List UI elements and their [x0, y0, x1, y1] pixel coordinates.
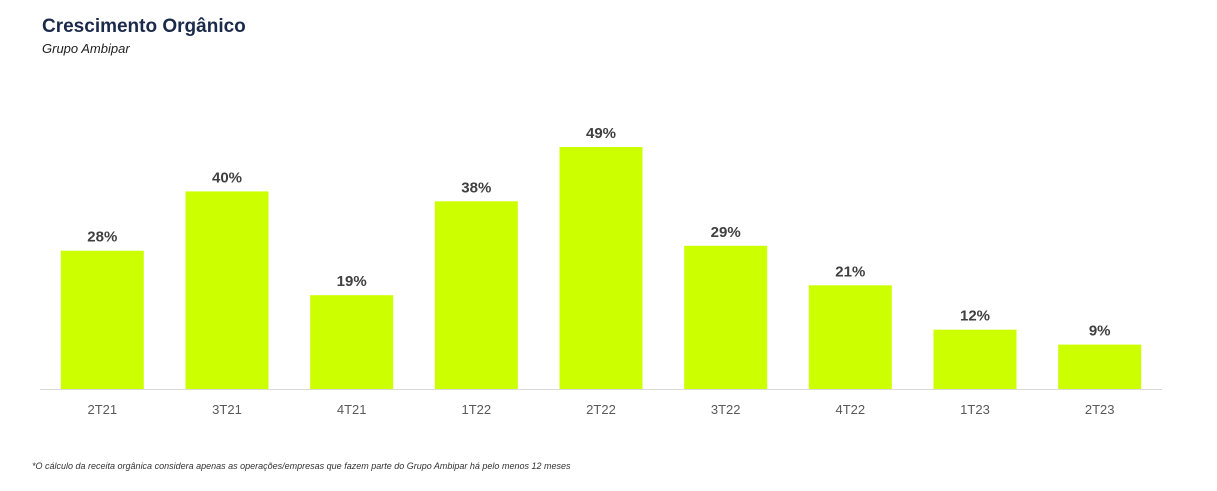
x-tick-label-4T22: 4T22 — [835, 402, 865, 417]
x-tick-label-2T21: 2T21 — [87, 402, 117, 417]
bar-2T21 — [60, 250, 144, 389]
bar-1T23 — [933, 329, 1017, 389]
bar-4T21 — [310, 295, 394, 389]
bar-3T22 — [684, 245, 768, 389]
x-tick-label-4T21: 4T21 — [337, 402, 367, 417]
data-label-4T21: 19% — [337, 273, 367, 290]
data-label-1T22: 38% — [461, 179, 491, 196]
data-label-2T22: 49% — [586, 125, 616, 142]
x-tick-label-1T23: 1T23 — [960, 402, 990, 417]
x-tick-label-2T23: 2T23 — [1085, 402, 1115, 417]
bar-chart: 28% 2T21 40% 3T21 19% 4T21 38% 1T22 49% 2T22 29% 3T… — [40, 125, 1162, 417]
x-tick-label-3T22: 3T22 — [711, 402, 741, 417]
data-label-2T21: 28% — [87, 229, 117, 246]
x-tick-label-3T21: 3T21 — [212, 402, 242, 417]
x-tick-label-1T22: 1T22 — [461, 402, 491, 417]
bar-2T23 — [1058, 344, 1142, 389]
chart-title: Crescimento Orgânico — [42, 16, 246, 37]
data-label-3T21: 40% — [212, 169, 242, 186]
x-tick-label-2T22: 2T22 — [586, 402, 616, 417]
data-label-3T22: 29% — [711, 224, 741, 241]
data-label-1T23: 12% — [960, 308, 990, 325]
chart-subtitle: Grupo Ambipar — [42, 41, 130, 56]
bar-1T22 — [434, 201, 518, 389]
data-label-4T22: 21% — [835, 263, 865, 280]
bar-3T21 — [185, 191, 269, 389]
bar-2T22 — [559, 147, 643, 389]
bar-4T22 — [808, 285, 892, 389]
footnote: *O cálculo da receita orgânica considera… — [32, 461, 571, 471]
data-label-2T23: 9% — [1089, 323, 1111, 340]
